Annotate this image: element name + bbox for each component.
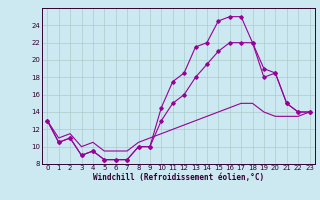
X-axis label: Windchill (Refroidissement éolien,°C): Windchill (Refroidissement éolien,°C): [93, 173, 264, 182]
